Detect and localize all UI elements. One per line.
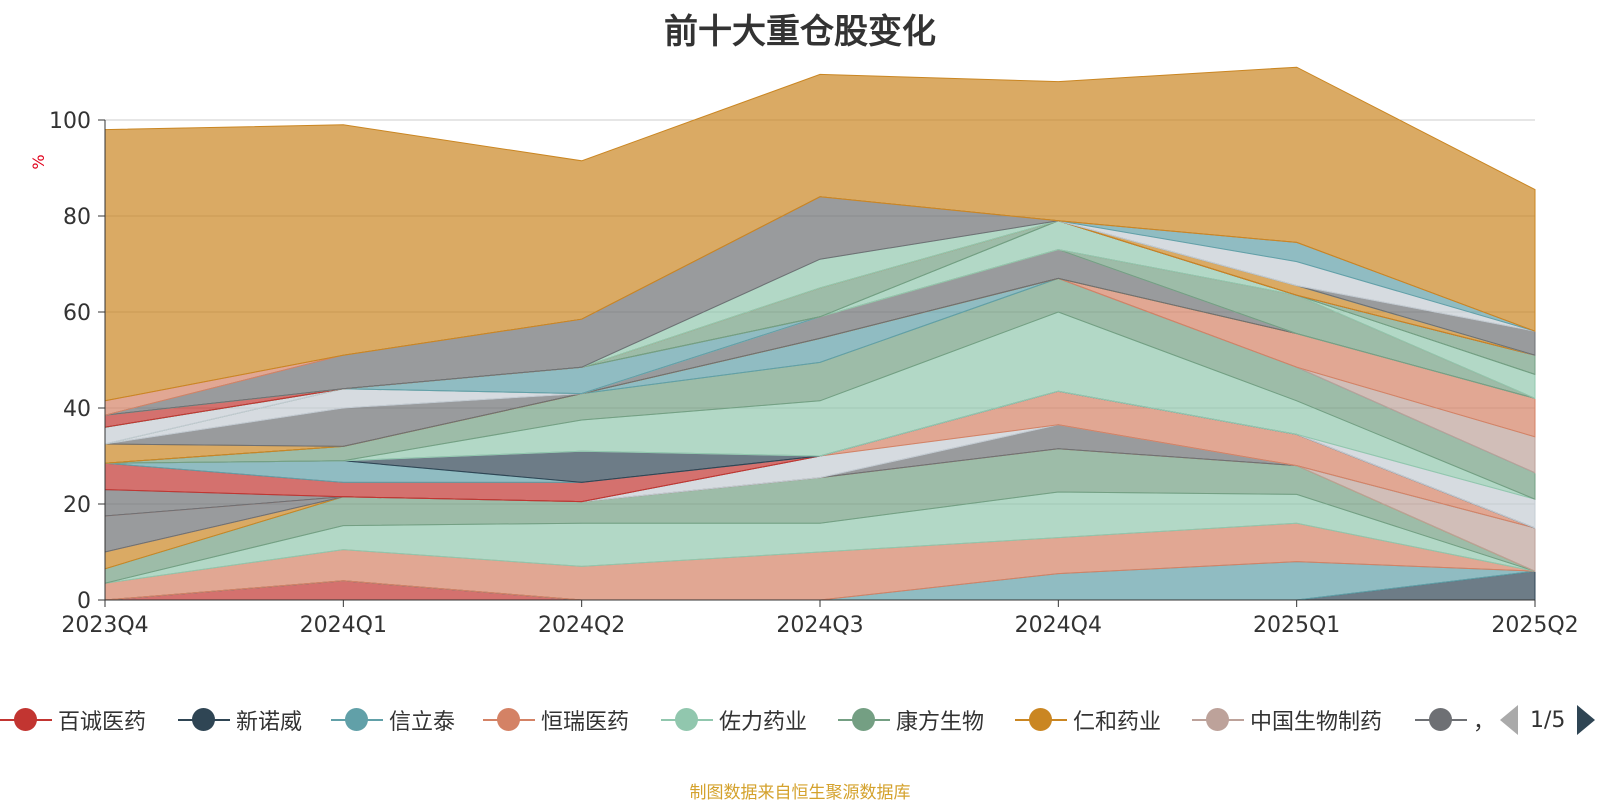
source-note: 制图数据来自恒生聚源数据库 — [689, 783, 911, 803]
legend-label: ， — [1473, 710, 1496, 735]
y-tick-label: 100 — [49, 109, 91, 134]
x-tick-label: 2024Q3 — [776, 613, 863, 638]
x-tick-label: 2024Q2 — [538, 613, 625, 638]
legend-marker-icon — [178, 700, 230, 740]
area-band[interactable] — [104, 66, 1536, 402]
legend-label: 佐力药业 — [719, 710, 808, 735]
y-tick-label: 60 — [63, 301, 91, 326]
legend-label: 中国生物制药 — [1250, 710, 1383, 735]
legend-marker-icon — [1415, 700, 1467, 740]
legend-label: 恒瑞医药 — [541, 710, 630, 735]
legend-label: 仁和药业 — [1073, 710, 1162, 735]
legend-label: 信立泰 — [389, 710, 456, 735]
x-tick-label: 2025Q2 — [1491, 613, 1578, 638]
y-tick-label: 0 — [77, 589, 91, 614]
x-tick-label: 2024Q4 — [1015, 613, 1102, 638]
legend-pager: 1/5 — [1500, 700, 1596, 740]
legend-item[interactable]: 仁和药业 — [1015, 700, 1161, 740]
y-axis-unit-label: % — [29, 154, 48, 169]
legend-marker-icon — [483, 700, 535, 740]
x-axis: 2023Q4 2024Q1 2024Q2 2024Q3 2024Q4 2025Q1 2025… — [61, 599, 1579, 638]
legend-marker-icon — [1015, 700, 1067, 740]
legend-item[interactable]: 恒瑞医药 — [483, 700, 629, 740]
x-tick-label: 2023Q4 — [61, 613, 148, 638]
legend-label: 康方生物 — [896, 710, 985, 735]
y-tick-label: 20 — [63, 493, 91, 518]
legend-item[interactable]: 康方生物 — [838, 700, 984, 740]
legend-item[interactable]: 佐力药业 — [661, 700, 807, 740]
x-tick-label: 2024Q1 — [300, 613, 387, 638]
legend-item[interactable]: 信立泰 — [331, 700, 455, 740]
legend-item[interactable]: 百诚医药 — [0, 700, 146, 740]
y-tick-label: 40 — [63, 397, 91, 422]
chart-title: 前十大重仓股变化 — [664, 12, 936, 52]
legend-label: 百诚医药 — [58, 710, 147, 735]
y-tick-label: 80 — [63, 205, 91, 230]
legend-marker-icon — [1192, 700, 1244, 740]
legend-prev-page-icon[interactable] — [1500, 705, 1518, 735]
legend-marker-icon — [661, 700, 713, 740]
legend-marker-icon — [331, 700, 383, 740]
legend-marker-icon — [0, 700, 52, 740]
x-tick-label: 2025Q1 — [1253, 613, 1340, 638]
legend-next-page-icon[interactable] — [1577, 705, 1596, 735]
y-axis: 0 20 40 60 80 100 — [49, 109, 106, 614]
legend-marker-icon — [838, 700, 890, 740]
legend-item[interactable]: 中国生物制药 — [1192, 700, 1382, 740]
legend-item[interactable]: 新诺威 — [178, 700, 302, 740]
legend-label: 新诺威 — [236, 710, 303, 735]
area-bands — [104, 66, 1536, 601]
legend-item[interactable]: ， — [1415, 700, 1495, 740]
legend-page-indicator: 1/5 — [1530, 707, 1566, 733]
legend: 百诚医药 新诺威 信立泰 恒瑞医药 佐力药业 康方生物 仁和药业 中国生物制药 ， 1/5 — [0, 700, 1600, 740]
